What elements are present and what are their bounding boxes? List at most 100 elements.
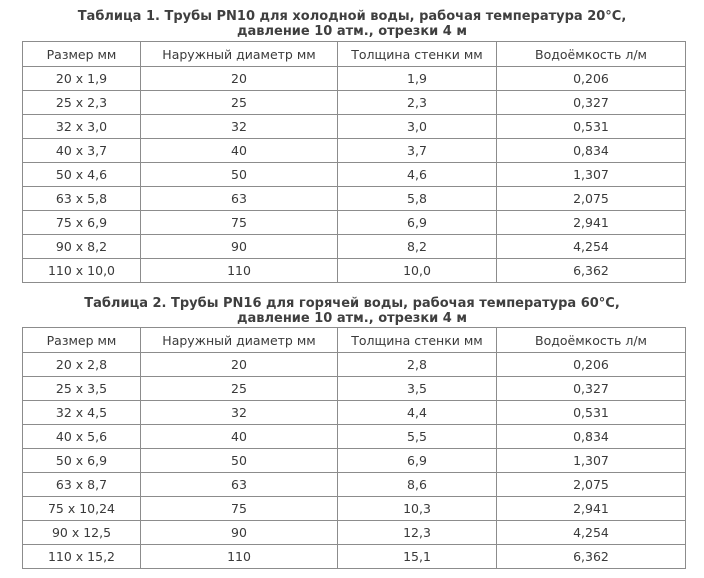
cell-wall-thickness: 3,0: [337, 114, 497, 139]
table-1-caption-line-2: давление 10 атм., отрезки 4 м: [236, 24, 468, 39]
cell-wall-thickness: 6,9: [337, 210, 497, 235]
cell-size: 50 х 4,6: [22, 162, 141, 187]
cell-wall-thickness: 2,8: [337, 352, 497, 377]
cell-outer-diameter: 90: [140, 234, 338, 259]
table-row: 75 х 6,9 75 6,9 2,941: [22, 210, 686, 235]
cell-water-capacity: 1,307: [496, 448, 686, 473]
column-header-water-capacity: Водоёмкость л/м: [496, 41, 686, 67]
cell-size: 32 х 4,5: [22, 400, 141, 425]
cell-size: 90 х 12,5: [22, 520, 141, 545]
cell-size: 40 х 3,7: [22, 138, 141, 163]
table-row: 40 х 3,7 40 3,7 0,834: [22, 138, 686, 163]
cell-water-capacity: 2,075: [496, 472, 686, 497]
cell-wall-thickness: 2,3: [337, 90, 497, 115]
cell-water-capacity: 0,327: [496, 376, 686, 401]
cell-water-capacity: 1,307: [496, 162, 686, 187]
table-2-caption-line-1: Таблица 2. Трубы PN16 для горячей воды, …: [84, 296, 620, 311]
cell-outer-diameter: 75: [140, 496, 338, 521]
column-header-wall-thickness: Толщина стенки мм: [337, 327, 497, 353]
cell-outer-diameter: 90: [140, 520, 338, 545]
cell-wall-thickness: 8,2: [337, 234, 497, 259]
header-row: Размер мм Наружный диаметр мм Толщина стен…: [22, 327, 686, 353]
table-row: 50 х 4,6 50 4,6 1,307: [22, 162, 686, 187]
table-1: Размер мм Наружный диаметр мм Толщина стен…: [22, 41, 686, 283]
cell-outer-diameter: 63: [140, 186, 338, 211]
cell-size: 110 х 15,2: [22, 544, 141, 569]
column-header-outer-diameter: Наружный диаметр мм: [140, 41, 338, 67]
cell-size: 63 х 8,7: [22, 472, 141, 497]
table-row: 63 х 8,7 63 8,6 2,075: [22, 472, 686, 497]
table-row: 20 х 1,9 20 1,9 0,206: [22, 66, 686, 91]
cell-wall-thickness: 6,9: [337, 448, 497, 473]
cell-size: 20 х 2,8: [22, 352, 141, 377]
cell-outer-diameter: 32: [140, 400, 338, 425]
table-row: 32 х 3,0 32 3,0 0,531: [22, 114, 686, 139]
cell-water-capacity: 6,362: [496, 258, 686, 283]
cell-size: 40 х 5,6: [22, 424, 141, 449]
table-2-caption: Таблица 2. Трубы PN16 для горячей воды, …: [0, 296, 704, 326]
cell-outer-diameter: 40: [140, 424, 338, 449]
table-row: 32 х 4,5 32 4,4 0,531: [22, 400, 686, 425]
cell-water-capacity: 4,254: [496, 234, 686, 259]
cell-wall-thickness: 15,1: [337, 544, 497, 569]
cell-size: 25 х 3,5: [22, 376, 141, 401]
cell-wall-thickness: 4,6: [337, 162, 497, 187]
cell-water-capacity: 2,941: [496, 210, 686, 235]
cell-wall-thickness: 4,4: [337, 400, 497, 425]
cell-water-capacity: 2,941: [496, 496, 686, 521]
cell-water-capacity: 0,206: [496, 66, 686, 91]
cell-outer-diameter: 25: [140, 376, 338, 401]
cell-water-capacity: 2,075: [496, 186, 686, 211]
header-row: Размер мм Наружный диаметр мм Толщина стен…: [22, 41, 686, 67]
table-row: 50 х 6,9 50 6,9 1,307: [22, 448, 686, 473]
table-row: 40 х 5,6 40 5,5 0,834: [22, 424, 686, 449]
cell-size: 110 х 10,0: [22, 258, 141, 283]
cell-outer-diameter: 50: [140, 448, 338, 473]
cell-outer-diameter: 110: [140, 544, 338, 569]
table-row: 20 х 2,8 20 2,8 0,206: [22, 352, 686, 377]
cell-size: 50 х 6,9: [22, 448, 141, 473]
column-header-size: Размер мм: [22, 41, 141, 67]
cell-wall-thickness: 8,6: [337, 472, 497, 497]
cell-outer-diameter: 20: [140, 66, 338, 91]
cell-wall-thickness: 5,5: [337, 424, 497, 449]
cell-water-capacity: 0,327: [496, 90, 686, 115]
table-row: 90 х 12,5 90 12,3 4,254: [22, 520, 686, 545]
cell-outer-diameter: 75: [140, 210, 338, 235]
cell-outer-diameter: 25: [140, 90, 338, 115]
table-row: 110 х 15,2 110 15,1 6,362: [22, 544, 686, 569]
cell-outer-diameter: 110: [140, 258, 338, 283]
column-header-size: Размер мм: [22, 327, 141, 353]
table-row: 25 х 3,5 25 3,5 0,327: [22, 376, 686, 401]
cell-wall-thickness: 3,5: [337, 376, 497, 401]
cell-wall-thickness: 12,3: [337, 520, 497, 545]
cell-size: 75 х 6,9: [22, 210, 141, 235]
cell-wall-thickness: 1,9: [337, 66, 497, 91]
table-2: Размер мм Наружный диаметр мм Толщина стен…: [22, 327, 686, 569]
cell-water-capacity: 0,834: [496, 424, 686, 449]
cell-size: 32 х 3,0: [22, 114, 141, 139]
cell-water-capacity: 0,531: [496, 400, 686, 425]
cell-outer-diameter: 50: [140, 162, 338, 187]
cell-water-capacity: 0,531: [496, 114, 686, 139]
cell-size: 90 х 8,2: [22, 234, 141, 259]
table-1-caption: Таблица 1. Трубы PN10 для холодной воды,…: [0, 9, 704, 39]
cell-size: 63 х 5,8: [22, 186, 141, 211]
cell-size: 25 х 2,3: [22, 90, 141, 115]
cell-water-capacity: 4,254: [496, 520, 686, 545]
cell-outer-diameter: 20: [140, 352, 338, 377]
table-row: 90 х 8,2 90 8,2 4,254: [22, 234, 686, 259]
table-1-caption-line-1: Таблица 1. Трубы PN10 для холодной воды,…: [77, 9, 627, 24]
cell-size: 20 х 1,9: [22, 66, 141, 91]
table-row: 75 х 10,24 75 10,3 2,941: [22, 496, 686, 521]
column-header-water-capacity: Водоёмкость л/м: [496, 327, 686, 353]
table-row: 63 х 5,8 63 5,8 2,075: [22, 186, 686, 211]
cell-water-capacity: 0,206: [496, 352, 686, 377]
column-header-outer-diameter: Наружный диаметр мм: [140, 327, 338, 353]
cell-wall-thickness: 10,0: [337, 258, 497, 283]
table-2-caption-line-2: давление 10 атм., отрезки 4 м: [236, 311, 468, 326]
column-header-wall-thickness: Толщина стенки мм: [337, 41, 497, 67]
cell-size: 75 х 10,24: [22, 496, 141, 521]
cell-wall-thickness: 5,8: [337, 186, 497, 211]
